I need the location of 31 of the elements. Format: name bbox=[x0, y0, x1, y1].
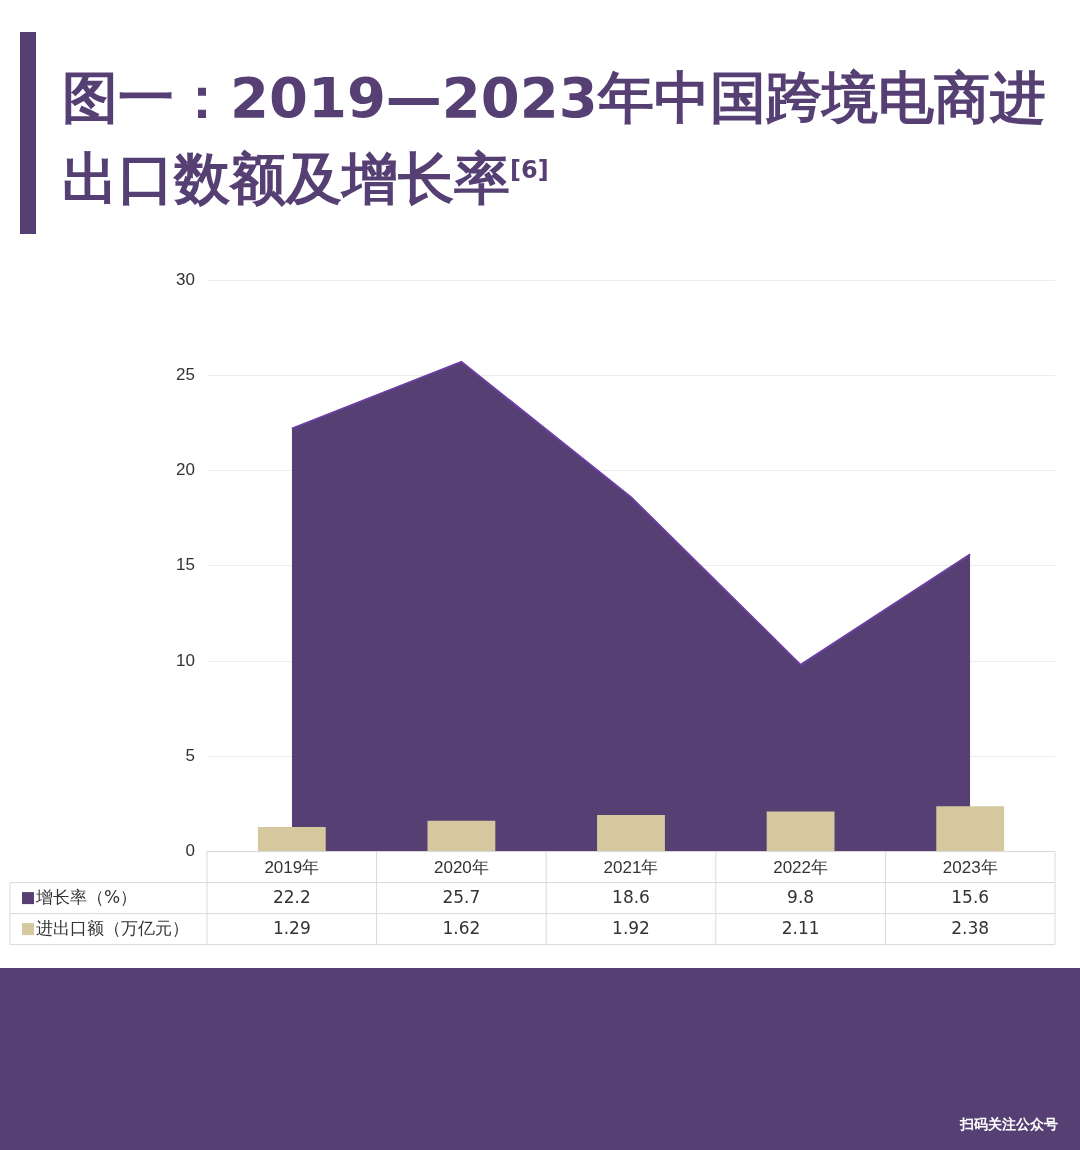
x-tick-label: 2019年 bbox=[264, 858, 320, 878]
bar bbox=[597, 815, 665, 852]
bar bbox=[427, 820, 496, 852]
y-tick-label: 30 bbox=[176, 269, 195, 289]
y-tick-label: 15 bbox=[176, 555, 195, 575]
bar bbox=[936, 806, 1005, 852]
data-label: 2.38 bbox=[951, 917, 990, 938]
bar bbox=[766, 811, 835, 852]
x-tick-label: 2023年 bbox=[942, 858, 998, 878]
data-label: 2.11 bbox=[781, 917, 820, 938]
footer-panel: 扫码关注公众号 bbox=[0, 968, 1080, 1150]
y-tick-label: 25 bbox=[176, 364, 195, 384]
y-tick-label: 5 bbox=[185, 746, 195, 766]
data-label: 1.92 bbox=[612, 917, 650, 938]
data-label: 1.62 bbox=[442, 917, 481, 938]
chart-title: 图一：2019—2023年中国跨境电商进出口数额及增长率$^{[6]}$ bbox=[62, 64, 1047, 213]
data-label: 9.8 bbox=[787, 886, 815, 907]
data-label: 18.6 bbox=[612, 886, 650, 907]
y-tick-label: 0 bbox=[185, 841, 195, 861]
x-tick-label: 2020年 bbox=[433, 858, 489, 878]
bar bbox=[257, 827, 326, 852]
x-tick-label: 2021年 bbox=[603, 858, 659, 878]
legend-label: 增长率（%） bbox=[35, 886, 138, 907]
data-label: 1.29 bbox=[272, 917, 311, 938]
legend-label: 进出口额（万亿元） bbox=[36, 917, 189, 938]
data-label: 25.7 bbox=[442, 886, 481, 907]
data-label: 22.2 bbox=[272, 886, 311, 907]
x-tick-label: 2022年 bbox=[773, 858, 829, 878]
y-tick-label: 20 bbox=[176, 460, 195, 480]
y-tick-label: 10 bbox=[176, 650, 195, 670]
data-label: 15.6 bbox=[951, 886, 990, 907]
